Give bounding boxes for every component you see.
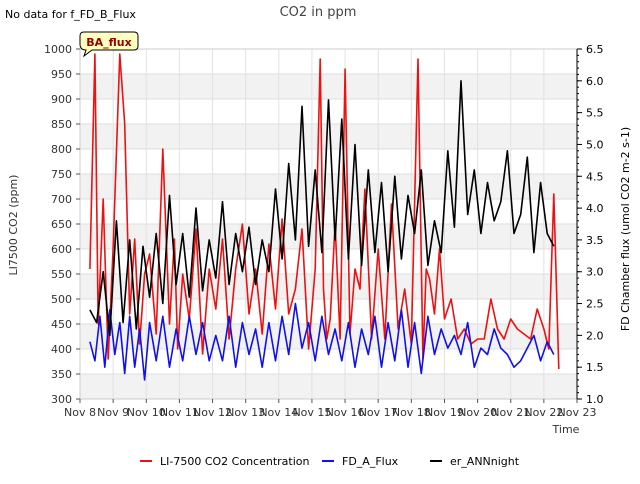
legend-label-2: er_ANNnight: [450, 455, 520, 468]
series-layer: [89, 53, 560, 381]
y-tick-label: 500: [51, 293, 72, 306]
y2-tick-label: 3.0: [586, 266, 604, 279]
y2-tick-label: 1.5: [586, 361, 604, 374]
x-tick-label: Nov 23: [558, 406, 597, 419]
y-tick-label: 600: [51, 243, 72, 256]
legend-label-1: FD_A_Flux: [342, 455, 399, 468]
nodata-message: No data for f_FD_B_Flux: [5, 8, 136, 21]
y2-tick-label: 6.5: [586, 43, 604, 56]
y-tick-label: 300: [51, 393, 72, 406]
y-tick-label: 450: [51, 318, 72, 331]
x-tick-label: Nov 21: [491, 406, 530, 419]
x-tick-label: Nov 22: [524, 406, 563, 419]
y-tick-label: 800: [51, 143, 72, 156]
y-tick-label: 650: [51, 218, 72, 231]
x-tick-label: Nov 16: [326, 406, 365, 419]
y2-tick-label: 6.0: [586, 75, 604, 88]
grid-band: [80, 224, 577, 249]
x-tick-label: Nov 14: [259, 406, 298, 419]
y2-axis-label: FD Chamber flux (umol CO2 m-2 s-1): [619, 127, 632, 331]
axes-layer: 300 350 400 450 500 550 600 650 700 750 800 850 900 9…: [44, 43, 604, 419]
series-line-1: [89, 302, 555, 381]
x-tick-label: Nov 11: [160, 406, 199, 419]
chart-title: CO2 in ppm: [280, 5, 357, 20]
x-tick-label: Nov 10: [127, 406, 166, 419]
y-tick-label: 950: [51, 68, 72, 81]
x-tick-label: Nov 13: [226, 406, 265, 419]
y2-tick-label: 4.5: [586, 170, 604, 183]
grid-band: [80, 174, 577, 199]
x-tick-label: Nov 17: [359, 406, 398, 419]
x-tick-label: Nov 19: [425, 406, 464, 419]
y-tick-label: 400: [51, 343, 72, 356]
x-tick-label: Nov 8: [64, 406, 96, 419]
series-line-0: [89, 53, 560, 370]
x-tick-label: Nov 12: [193, 406, 232, 419]
legend: LI-7500 CO2 Concentration FD_A_Flux er_ANN…: [140, 455, 520, 468]
x-tick-label: Nov 20: [458, 406, 497, 419]
grid-band: [80, 74, 577, 99]
y2-tick-label: 2.0: [586, 329, 604, 342]
y2-tick-label: 4.0: [586, 202, 604, 215]
grid-band: [80, 374, 577, 399]
y2-tick-label: 2.5: [586, 298, 604, 311]
ba-flux-badge-label: BA_flux: [86, 36, 131, 49]
y-tick-label: 750: [51, 168, 72, 181]
x-tick-label: Nov 9: [97, 406, 129, 419]
grid-bands: [80, 74, 577, 399]
x-tick-label: Nov 15: [292, 406, 331, 419]
y-axis-label: LI7500 CO2 (ppm): [7, 175, 20, 276]
grid-band: [80, 274, 577, 299]
y2-tick-label: 5.0: [586, 138, 604, 151]
series-line-2: [89, 80, 555, 337]
y2-tick-label: 5.5: [586, 107, 604, 120]
y-tick-label: 850: [51, 118, 72, 131]
y-tick-label: 700: [51, 193, 72, 206]
y-tick-label: 1000: [44, 43, 72, 56]
x-axis-label: Time: [552, 423, 580, 436]
y-tick-label: 550: [51, 268, 72, 281]
grid-band: [80, 124, 577, 149]
legend-label-0: LI-7500 CO2 Concentration: [160, 455, 310, 468]
ba-flux-badge: BA_flux: [79, 31, 139, 58]
y2-tick-label: 1.0: [586, 393, 604, 406]
y2-tick-label: 3.5: [586, 234, 604, 247]
y-tick-label: 900: [51, 93, 72, 106]
y-tick-label: 350: [51, 368, 72, 381]
x-tick-label: Nov 18: [392, 406, 431, 419]
